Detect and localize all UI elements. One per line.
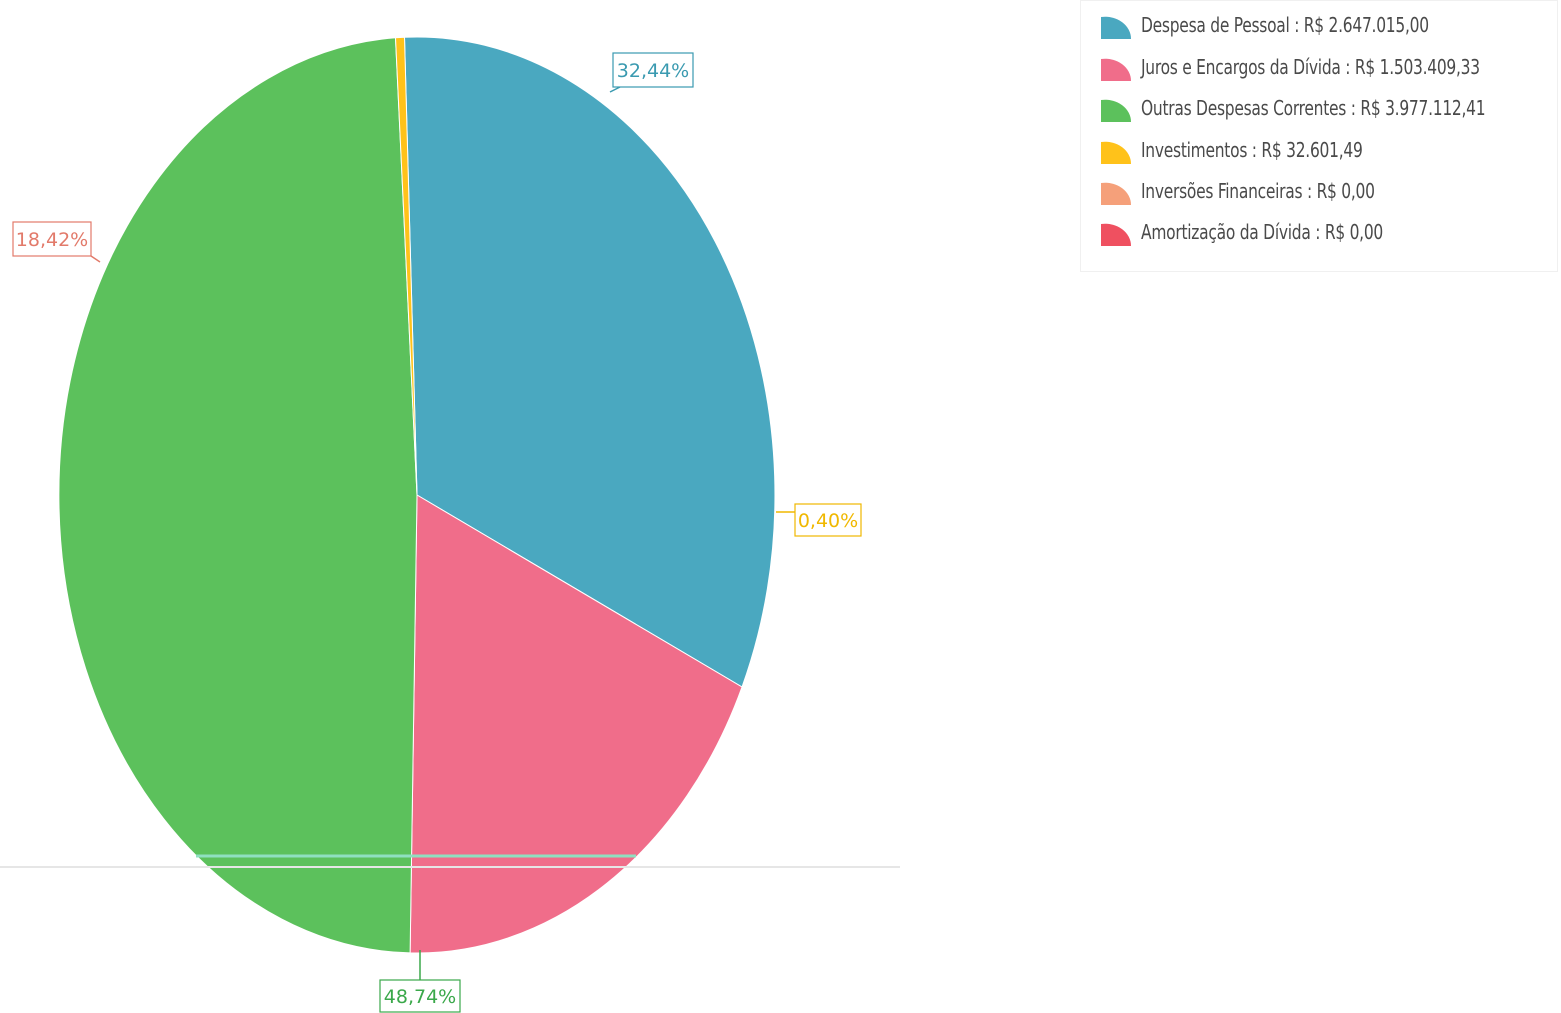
- percent-label-1: 18,42%: [16, 229, 88, 251]
- percent-label-box-3: [794, 503, 862, 537]
- legend-label: Inversões Financeiras : R$ 0,00: [1141, 179, 1375, 203]
- legend-item-investimentos[interactable]: Investimentos : R$ 32.601,49: [1099, 132, 1399, 168]
- pie-slice-0[interactable]: [403, 36, 776, 688]
- pie-slice-3[interactable]: [394, 36, 418, 496]
- percent-label-leader-0: [609, 86, 621, 93]
- legend-label: Despesa de Pessoal : R$ 2.647.015,00: [1141, 13, 1429, 37]
- divider-line: [0, 866, 900, 868]
- legend-item-juros-e-encargos[interactable]: Juros e Encargos da Dívida : R$ 1.503.40…: [1099, 49, 1535, 85]
- legend-label: Investimentos : R$ 32.601,49: [1141, 138, 1363, 162]
- legend-swatch-outras-despesas-correntes: [1101, 99, 1132, 122]
- legend-label: Outras Despesas Correntes : R$ 3.977.112…: [1141, 96, 1486, 120]
- percent-label-box-2: [379, 979, 461, 1013]
- legend-swatch-amortizacao-da-divida: [1101, 223, 1132, 246]
- percent-label-leader-1: [90, 255, 101, 263]
- legend-item-inversoes-financeiras[interactable]: Inversões Financeiras : R$ 0,00: [1099, 173, 1413, 209]
- legend-label: Juros e Encargos da Dívida : R$ 1.503.40…: [1141, 55, 1480, 79]
- legend-item-outras-despesas-correntes[interactable]: Outras Despesas Correntes : R$ 3.977.112…: [1099, 90, 1541, 126]
- percent-label-2: 48,74%: [384, 986, 456, 1008]
- pie-slice-1[interactable]: [409, 494, 743, 954]
- legend-swatch-shape: [1101, 58, 1132, 81]
- legend-swatch-inversoes-financeiras: [1101, 182, 1132, 205]
- pie-slices: [58, 36, 776, 954]
- legend-swatch-shape: [1101, 16, 1132, 39]
- legend-swatch-shape: [1101, 223, 1132, 246]
- percent-label-0: 32,44%: [617, 60, 689, 82]
- legend-item-despesa-de-pessoal[interactable]: Despesa de Pessoal : R$ 2.647.015,00: [1099, 7, 1476, 43]
- pie-slice-2[interactable]: [58, 37, 418, 954]
- percent-labels: 32,44% 18,42% 48,74% 0,40%: [12, 52, 862, 1013]
- percent-label-box-1: [12, 221, 92, 257]
- legend-swatch-shape: [1101, 182, 1132, 205]
- legend-swatch-juros-e-encargos: [1101, 58, 1132, 81]
- legend: Despesa de Pessoal : R$ 2.647.015,00 Jur…: [1080, 0, 1558, 272]
- percent-label-box-0: [612, 52, 694, 88]
- legend-item-amortizacao-da-divida[interactable]: Amortização da Dívida : R$ 0,00: [1099, 214, 1422, 250]
- legend-swatch-shape: [1101, 99, 1132, 122]
- percent-label-3: 0,40%: [798, 510, 858, 532]
- legend-label: Amortização da Dívida : R$ 0,00: [1141, 220, 1384, 244]
- legend-swatch-shape: [1101, 141, 1132, 164]
- legend-swatch-despesa-de-pessoal: [1101, 16, 1132, 39]
- legend-swatch-investimentos: [1101, 141, 1132, 164]
